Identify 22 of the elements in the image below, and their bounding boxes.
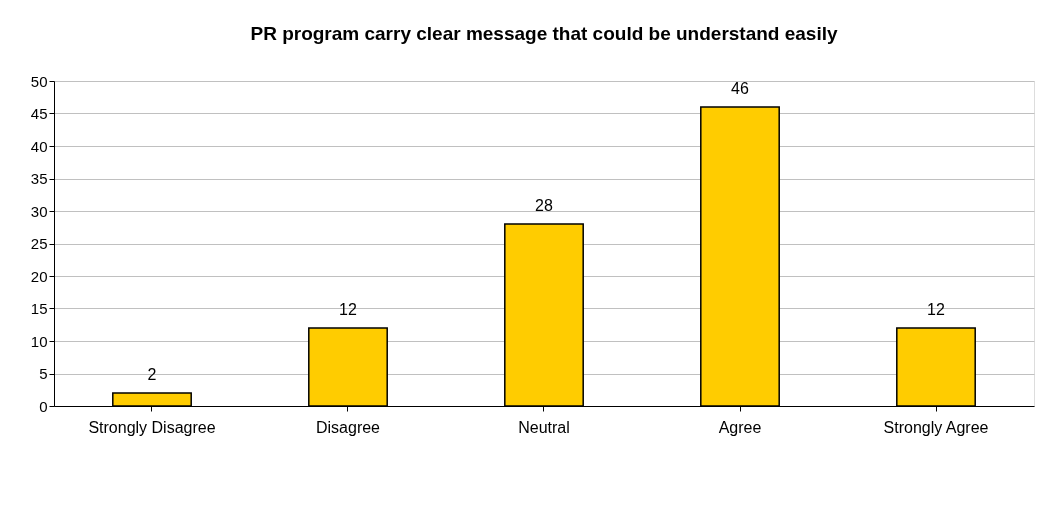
x-tick-label: Neutral — [518, 418, 570, 436]
y-tick-label: 45 — [30, 105, 48, 122]
x-tick-label: Disagree — [315, 418, 381, 436]
data-label: 2 — [147, 366, 157, 383]
y-tick-label: 40 — [30, 137, 48, 155]
y-tick-label: 10 — [30, 332, 48, 350]
x-tick-label: Agree — [718, 418, 762, 436]
x-tick-label: Strongly Disagree — [88, 418, 216, 436]
data-label: 12 — [927, 301, 945, 318]
x-tick-label: Strongly Agree — [883, 418, 989, 436]
y-tick-label: 30 — [30, 202, 48, 220]
y-tick-label: 15 — [30, 300, 48, 317]
data-label: 28 — [535, 197, 553, 214]
chart-title: PR program carry clear message that could be understand easily — [250, 23, 838, 44]
data-label: 46 — [731, 80, 749, 97]
y-tick-label: 5 — [39, 365, 48, 382]
y-tick-label: 25 — [30, 235, 48, 252]
y-tick-label: 0 — [39, 397, 48, 415]
y-tick-label: 20 — [30, 267, 48, 285]
y-tick-label: 35 — [30, 170, 48, 187]
data-label: 12 — [339, 301, 357, 318]
y-tick-label: 50 — [30, 72, 48, 90]
